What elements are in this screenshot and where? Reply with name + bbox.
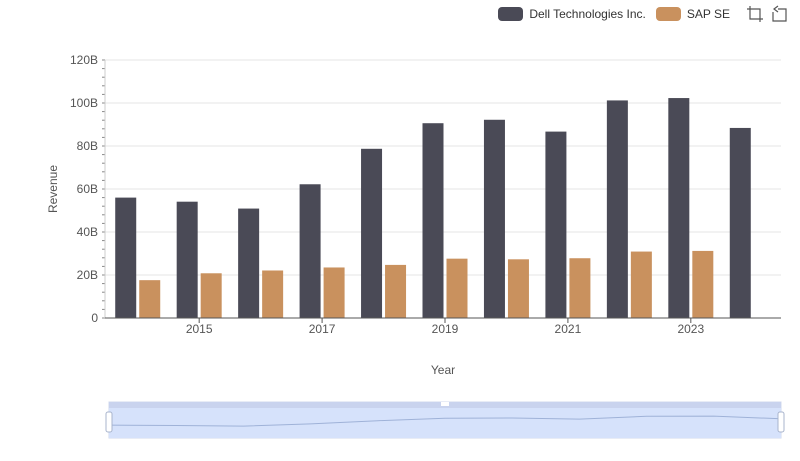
legend: Dell Technologies Inc. SAP SE bbox=[498, 4, 788, 24]
bar-dell bbox=[545, 131, 567, 318]
legend-swatch-sap bbox=[655, 7, 681, 21]
bar-sap bbox=[630, 251, 652, 318]
bar-sap bbox=[323, 267, 345, 318]
x-tick-label: 2023 bbox=[677, 322, 704, 336]
y-tick-label: 120B bbox=[70, 53, 98, 67]
legend-item-sap[interactable]: SAP SE bbox=[655, 7, 730, 21]
y-axis: 0 20B 40B 60B 80B 100B 120B bbox=[70, 53, 106, 325]
zoom-reset-icon[interactable] bbox=[770, 5, 788, 23]
legend-label-sap: SAP SE bbox=[686, 7, 730, 21]
bar-sap bbox=[446, 258, 468, 318]
bar-sap bbox=[139, 280, 161, 318]
x-tick-label: 2019 bbox=[432, 322, 459, 336]
bar-dell bbox=[483, 119, 505, 319]
y-tick-label: 40B bbox=[77, 225, 98, 239]
y-tick-label: 20B bbox=[77, 268, 98, 282]
x-tick-label: 2017 bbox=[309, 322, 336, 336]
bar-series bbox=[115, 98, 751, 319]
x-tick-label: 2015 bbox=[186, 322, 213, 336]
bar-dell bbox=[115, 197, 137, 318]
bar-dell bbox=[606, 100, 628, 318]
bar-dell bbox=[668, 98, 690, 319]
bar-sap bbox=[385, 264, 407, 318]
legend-item-dell[interactable]: Dell Technologies Inc. bbox=[498, 7, 646, 21]
bar-dell bbox=[238, 208, 260, 318]
x-axis: 2015 2017 2019 2021 2023 bbox=[105, 317, 781, 336]
x-tick-label: 2021 bbox=[555, 322, 582, 336]
y-tick-label: 100B bbox=[70, 96, 98, 110]
bar-sap bbox=[569, 258, 591, 318]
y-tick-label: 0 bbox=[91, 311, 98, 325]
legend-swatch-dell bbox=[498, 7, 524, 21]
bar-dell bbox=[361, 148, 383, 318]
bar-dell bbox=[299, 184, 321, 318]
legend-label-dell: Dell Technologies Inc. bbox=[529, 7, 646, 21]
y-tick-label: 80B bbox=[77, 139, 98, 153]
bar-sap bbox=[507, 259, 529, 318]
y-axis-label: Revenue bbox=[46, 165, 60, 213]
bar-sap bbox=[262, 270, 284, 318]
bar-sap bbox=[200, 273, 222, 318]
bar-dell bbox=[176, 201, 198, 318]
zoom-select-icon[interactable] bbox=[746, 5, 764, 23]
bar-sap bbox=[692, 250, 714, 318]
bar-dell bbox=[729, 127, 751, 318]
bar-dell bbox=[422, 123, 444, 319]
x-axis-label: Year bbox=[431, 363, 455, 377]
y-tick-label: 60B bbox=[77, 182, 98, 196]
